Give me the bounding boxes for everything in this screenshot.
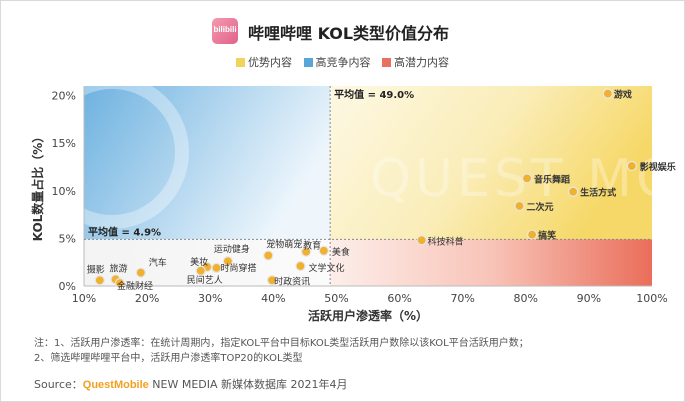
data-point — [568, 186, 579, 197]
legend-label: 高竞争内容 — [315, 56, 371, 69]
legend-label: 优势内容 — [248, 56, 292, 69]
data-point — [114, 278, 126, 289]
data-point — [514, 200, 525, 212]
data-label: 时尚穿搭 — [221, 262, 257, 274]
y-tick-label: 0% — [59, 280, 76, 293]
legend-swatch-yellow — [236, 58, 245, 67]
data-point — [626, 160, 637, 172]
x-tick-label: 40% — [261, 292, 285, 305]
quadrant-high-competition — [84, 86, 331, 240]
data-point — [135, 267, 146, 278]
data-point — [94, 275, 105, 286]
source-prefix: Source： — [34, 378, 83, 391]
data-label: 摄影 — [87, 263, 105, 275]
data-label: 运动健身 — [214, 243, 250, 255]
average-lines: 平均值 = 49.0% 平均值 = 4.9% — [84, 86, 652, 286]
source-suffix: NEW MEDIA 新媒体数据库 2021年4月 — [148, 378, 348, 391]
x-tick-label: 10% — [72, 292, 96, 305]
watermark-ring — [35, 75, 189, 229]
data-label: 美食 — [332, 246, 350, 258]
data-label: 二次元 — [526, 201, 553, 213]
quadrant-advantage — [330, 86, 652, 240]
legend-item-competitive: 高竞争内容 — [303, 54, 371, 70]
data-label: 影视娱乐 — [640, 161, 676, 173]
data-label: 科技科普 — [428, 235, 464, 247]
data-point — [602, 88, 613, 99]
data-label: 教育 — [303, 240, 321, 252]
x-tick-label: 90% — [577, 292, 601, 305]
data-label: 金融财经 — [117, 280, 153, 292]
data-label: 旅游 — [110, 262, 128, 274]
y-axis-title: KOL数量占比（%） — [30, 131, 45, 242]
source-brand: QuestMobile — [82, 379, 149, 391]
legend-swatch-blue — [303, 58, 313, 67]
logo-text: bilibili — [213, 25, 237, 34]
data-label: 游戏 — [614, 89, 632, 101]
bilibili-logo: bilibili — [212, 18, 238, 44]
y-tick-label: 5% — [59, 232, 76, 245]
x-tick-label: 80% — [514, 292, 538, 305]
x-tick-label: 20% — [135, 292, 159, 305]
x-average-label: 平均值 = 49.0% — [334, 88, 414, 101]
legend-swatch-red — [382, 58, 391, 67]
data-label: 文学文化 — [308, 262, 344, 274]
data-label: 宠物萌宠 — [266, 239, 302, 251]
legend-item-potential: 高潜力内容 — [382, 54, 449, 70]
data-point — [416, 235, 427, 246]
data-point — [263, 250, 274, 261]
x-tick-label: 60% — [387, 292, 411, 305]
data-point — [211, 262, 222, 274]
footnote-2: 2、筛选哔哩哔哩平台中，活跃用户渗透率TOP20的KOL类型 — [34, 353, 303, 364]
x-tick-label: 100% — [636, 292, 667, 305]
legend-label: 高潜力内容 — [394, 56, 449, 69]
data-label: 音乐舞蹈 — [534, 173, 570, 185]
y-tick-label: 10% — [52, 185, 76, 198]
data-label: 搞笑 — [538, 230, 556, 242]
data-label: 汽车 — [149, 257, 167, 269]
y-average-label: 平均值 = 4.9% — [88, 225, 161, 238]
data-label: 民间艺人 — [187, 274, 223, 286]
data-label: 美妆 — [190, 256, 208, 268]
data-label: 时政资讯 — [274, 275, 310, 287]
data-point — [521, 173, 533, 184]
x-tick-label: 30% — [198, 292, 222, 305]
x-tick-label: 50% — [324, 292, 348, 305]
data-label: 生活方式 — [580, 187, 616, 199]
data-point — [318, 245, 329, 256]
legend: 优势内容 高竞争内容 高潜力内容 — [236, 54, 457, 70]
y-tick-label: 15% — [52, 137, 76, 150]
x-tick-label: 70% — [450, 292, 474, 305]
data-point — [295, 260, 306, 272]
x-axis-title: 活跃用户渗透率（%） — [308, 308, 428, 323]
legend-item-advantage: 优势内容 — [236, 54, 292, 70]
data-point — [266, 275, 278, 286]
data-point — [526, 229, 538, 240]
data-point — [301, 246, 312, 257]
quadrant-high-potential — [330, 239, 652, 286]
chart-title: 哔哩哔哩 KOL类型价值分布 — [248, 24, 450, 43]
source-line: Source：QuestMobile NEW MEDIA 新媒体数据库 2021… — [34, 376, 348, 392]
data-point — [222, 256, 233, 267]
axes: 10% 20% 30% 40% 50% 60% 70% 80% 90% 100% 0% 5% 10% 15… — [30, 86, 668, 323]
data-point — [195, 265, 206, 276]
footnote-1: 注：1、活跃用户渗透率：在统计周期内，指定KOL平台中目标KOL类型活跃用户数除… — [34, 338, 529, 349]
y-tick-label: 20% — [52, 90, 76, 103]
